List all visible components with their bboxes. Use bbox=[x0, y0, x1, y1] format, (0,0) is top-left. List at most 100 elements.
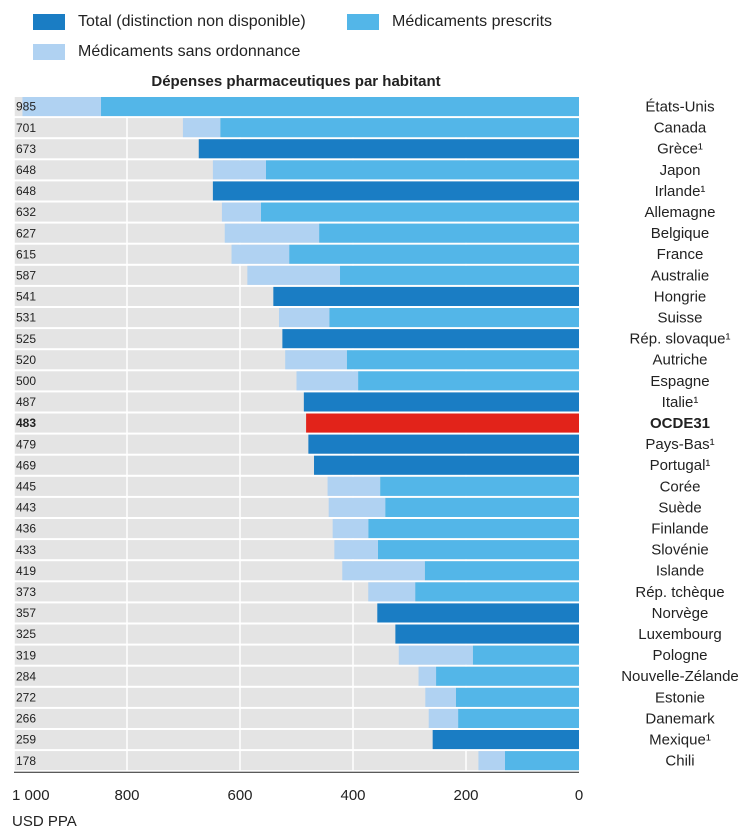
category-label: Estonie bbox=[655, 689, 705, 706]
value-label: 701 bbox=[16, 121, 36, 135]
value-label: 627 bbox=[16, 226, 36, 240]
bar bbox=[231, 244, 290, 264]
bar bbox=[340, 265, 579, 285]
legend-swatch bbox=[33, 14, 65, 30]
category-label: Autriche bbox=[652, 352, 707, 369]
category-label: Pays-Bas¹ bbox=[645, 436, 714, 453]
bar bbox=[346, 350, 579, 370]
value-label: 541 bbox=[16, 290, 36, 304]
category-label: Nouvelle-Zélande bbox=[621, 668, 739, 685]
legend-swatch bbox=[347, 14, 379, 30]
x-tick-label: 0 bbox=[575, 787, 583, 804]
bar bbox=[424, 561, 579, 581]
bar bbox=[334, 540, 378, 560]
bar bbox=[22, 97, 102, 117]
bar bbox=[220, 118, 579, 138]
category-label: Suède bbox=[658, 499, 701, 516]
category-label: Irlande¹ bbox=[655, 183, 706, 200]
category-label: Rép. tchèque bbox=[635, 584, 724, 601]
category-label: Slovénie bbox=[651, 542, 709, 559]
bar bbox=[368, 519, 579, 539]
bar bbox=[377, 540, 579, 560]
value-label: 272 bbox=[16, 691, 36, 705]
bar bbox=[182, 118, 221, 138]
value-label: 419 bbox=[16, 564, 36, 578]
bar bbox=[418, 666, 437, 686]
bar bbox=[260, 202, 579, 222]
value-label: 648 bbox=[16, 163, 36, 177]
value-label: 487 bbox=[16, 395, 36, 409]
value-label: 673 bbox=[16, 142, 36, 156]
legend-label: Médicaments prescrits bbox=[392, 13, 552, 30]
chart-title: Dépenses pharmaceutiques par habitant bbox=[151, 73, 440, 90]
category-label: Portugal¹ bbox=[650, 457, 711, 474]
bar bbox=[385, 497, 579, 517]
category-label: Mexique¹ bbox=[649, 732, 711, 749]
bar bbox=[306, 413, 579, 433]
bar bbox=[273, 286, 579, 306]
row-bg bbox=[14, 751, 579, 771]
value-label: 985 bbox=[16, 100, 36, 114]
bar bbox=[212, 181, 579, 201]
category-label: Italie¹ bbox=[662, 394, 699, 411]
value-label: 436 bbox=[16, 522, 36, 536]
x-tick-label: 200 bbox=[453, 787, 478, 804]
bar bbox=[368, 582, 416, 602]
bar bbox=[221, 202, 261, 222]
value-label: 587 bbox=[16, 269, 36, 283]
x-tick-label: 600 bbox=[227, 787, 252, 804]
value-label: 615 bbox=[16, 247, 36, 261]
category-label: Luxembourg bbox=[638, 626, 721, 643]
legend-label: Total (distinction non disponible) bbox=[78, 13, 306, 30]
bar bbox=[472, 645, 579, 665]
value-label: 319 bbox=[16, 648, 36, 662]
bar bbox=[224, 223, 320, 243]
bar bbox=[319, 223, 579, 243]
bar bbox=[395, 624, 579, 644]
bar bbox=[329, 308, 579, 328]
value-label: 357 bbox=[16, 606, 36, 620]
value-label: 266 bbox=[16, 712, 36, 726]
category-label: Rép. slovaque¹ bbox=[630, 331, 731, 348]
bar bbox=[247, 265, 341, 285]
category-label: Hongrie bbox=[654, 288, 707, 305]
bar bbox=[377, 603, 579, 623]
category-label: Islande bbox=[656, 563, 704, 580]
category-label: Danemark bbox=[645, 710, 715, 727]
bar bbox=[198, 139, 579, 159]
value-label: 531 bbox=[16, 311, 36, 325]
value-label: 483 bbox=[16, 416, 36, 430]
category-label: Corée bbox=[660, 478, 701, 495]
bar bbox=[328, 497, 386, 517]
bar bbox=[380, 476, 579, 496]
bar bbox=[265, 160, 579, 180]
bar bbox=[278, 308, 330, 328]
category-label: Chili bbox=[665, 753, 694, 770]
bar bbox=[436, 666, 579, 686]
bar bbox=[504, 751, 579, 771]
bar bbox=[398, 645, 473, 665]
x-tick-label: 400 bbox=[340, 787, 365, 804]
category-label: États-Unis bbox=[645, 99, 714, 116]
bar bbox=[478, 751, 505, 771]
bar bbox=[296, 371, 359, 391]
value-label: 259 bbox=[16, 733, 36, 747]
category-label: France bbox=[657, 246, 704, 263]
bar bbox=[425, 687, 456, 707]
value-label: 325 bbox=[16, 627, 36, 641]
bar bbox=[289, 244, 579, 264]
bar bbox=[432, 730, 579, 750]
value-label: 443 bbox=[16, 501, 36, 515]
category-label: Norvège bbox=[652, 605, 709, 622]
category-label: Canada bbox=[654, 120, 707, 137]
value-label: 284 bbox=[16, 669, 36, 683]
value-label: 632 bbox=[16, 205, 36, 219]
bar bbox=[314, 455, 579, 475]
bar bbox=[285, 350, 347, 370]
bar bbox=[327, 476, 381, 496]
bar bbox=[101, 97, 579, 117]
legend-label: Médicaments sans ordonnance bbox=[78, 43, 300, 60]
value-label: 445 bbox=[16, 480, 36, 494]
bar bbox=[282, 329, 579, 349]
